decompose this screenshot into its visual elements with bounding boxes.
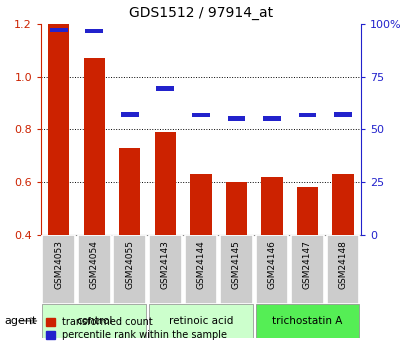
Bar	[326, 235, 359, 304]
Bar	[190, 174, 211, 235]
Text: GSM24148: GSM24148	[338, 240, 347, 289]
Text: GSM24146: GSM24146	[267, 240, 276, 289]
Bar	[290, 235, 323, 304]
Bar	[50, 28, 67, 32]
Title: GDS1512 / 97914_at: GDS1512 / 97914_at	[128, 6, 272, 20]
Text: GSM24147: GSM24147	[302, 240, 311, 289]
Bar	[85, 29, 103, 33]
Bar	[255, 304, 359, 338]
Bar	[148, 235, 181, 304]
Text: GSM24143: GSM24143	[160, 240, 169, 289]
Bar	[332, 174, 353, 235]
Text: retinoic acid: retinoic acid	[168, 316, 233, 326]
Text: GSM24053: GSM24053	[54, 240, 63, 289]
Bar	[48, 24, 69, 235]
Bar	[298, 113, 316, 117]
Text: GSM24145: GSM24145	[231, 240, 240, 289]
Legend: transformed count, percentile rank within the sample: transformed count, percentile rank withi…	[46, 317, 227, 340]
Bar	[83, 58, 105, 235]
Text: control: control	[76, 316, 112, 326]
Bar	[296, 187, 317, 235]
Bar	[154, 132, 175, 235]
Bar	[220, 235, 252, 304]
Bar	[227, 116, 245, 120]
Text: trichostatin A: trichostatin A	[272, 316, 342, 326]
Bar	[121, 112, 138, 117]
Text: GSM24055: GSM24055	[125, 240, 134, 289]
Bar	[191, 113, 209, 117]
Bar	[148, 304, 252, 338]
Bar	[42, 304, 146, 338]
Bar	[156, 87, 174, 91]
Bar	[119, 148, 140, 235]
Bar	[263, 116, 280, 120]
Bar	[255, 235, 288, 304]
Bar	[333, 112, 351, 117]
Bar	[42, 235, 75, 304]
Bar	[261, 177, 282, 235]
Bar	[225, 182, 247, 235]
Text: GSM24144: GSM24144	[196, 240, 205, 289]
Bar	[78, 235, 110, 304]
Bar	[113, 235, 146, 304]
Bar	[184, 235, 217, 304]
Text: GSM24054: GSM24054	[90, 240, 99, 289]
Text: agent: agent	[4, 316, 36, 326]
